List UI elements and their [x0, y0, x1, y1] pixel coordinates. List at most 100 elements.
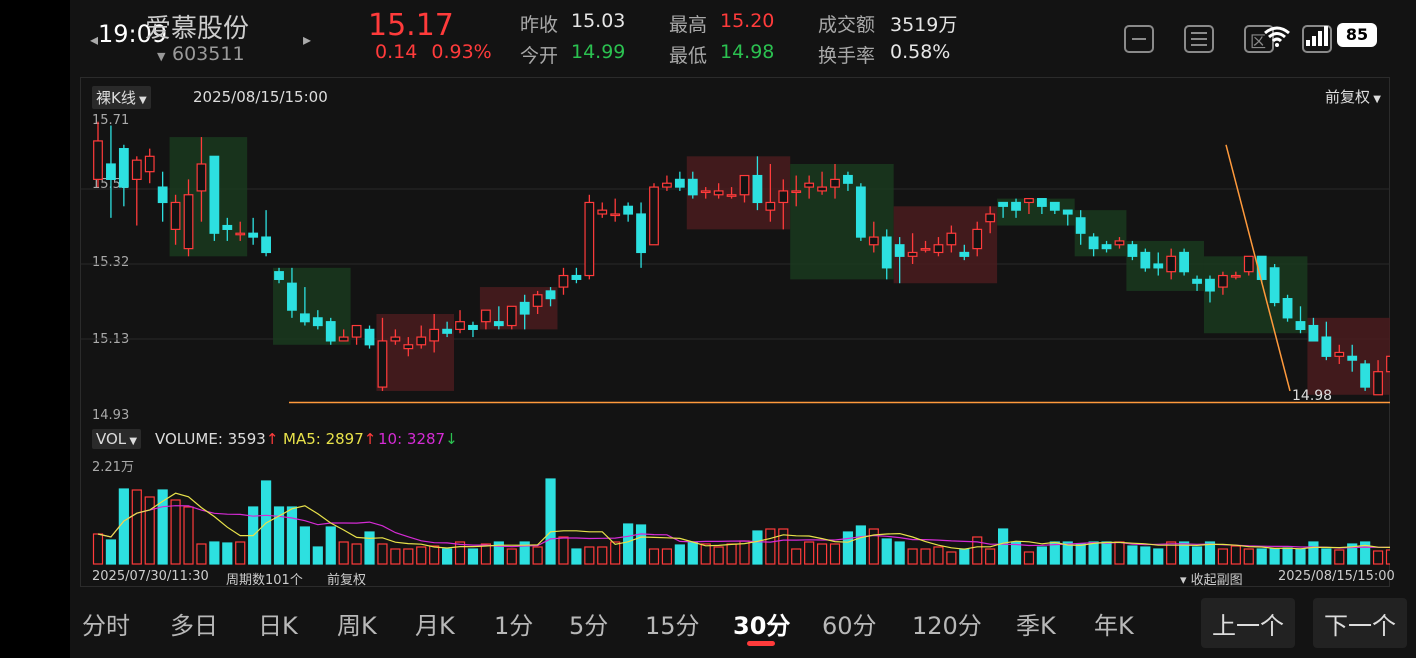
layout-icon[interactable]: [1184, 25, 1214, 53]
tab-timeshare[interactable]: 分时: [82, 612, 130, 640]
kline-chart[interactable]: [80, 108, 1390, 430]
volume-bar: [364, 531, 375, 565]
candle: [183, 179, 194, 257]
volume-bar: [700, 543, 711, 565]
price-axis-label: 15.32: [92, 255, 130, 270]
volume-bar: [1179, 541, 1190, 565]
volume-bar: [1010, 541, 1022, 565]
kline-type-selector[interactable]: 裸K线 ▼: [92, 86, 151, 109]
prev-stock-arrow-icon[interactable]: ◂: [90, 30, 99, 49]
volume-bar: [170, 499, 181, 565]
collapse-subchart-button[interactable]: ▾ 收起副图: [1180, 569, 1243, 588]
tab-5min[interactable]: 5分: [569, 612, 609, 640]
indicator-selector[interactable]: VOL ▼: [92, 429, 142, 449]
volume-bar: [1372, 550, 1384, 565]
volume-bar: [1243, 548, 1254, 565]
candle: [493, 306, 504, 330]
candle: [312, 310, 323, 330]
tab-30min[interactable]: 30分: [733, 612, 791, 640]
volume-value: VOLUME: 3593↑: [155, 430, 278, 448]
tab-15min[interactable]: 15分: [645, 612, 700, 640]
volume-bar: [726, 543, 737, 565]
price-axis-label: 14.93: [92, 408, 130, 423]
volume-bar: [1088, 541, 1099, 565]
region-icon[interactable]: 区: [1244, 25, 1274, 53]
candle: [455, 310, 465, 334]
candle: [325, 317, 336, 345]
candle: [1153, 252, 1164, 276]
volume-bar: [1101, 541, 1112, 565]
candle: [481, 309, 491, 330]
volume-bar: [532, 546, 543, 565]
ma10-line: [97, 505, 1390, 549]
candle: [817, 171, 827, 195]
candle: [1243, 255, 1254, 276]
candle: [338, 329, 349, 342]
next-stock-arrow-icon[interactable]: ▸: [303, 30, 312, 49]
tab-weekly[interactable]: 周K: [337, 612, 377, 640]
candle: [131, 156, 142, 226]
volume-bar: [351, 543, 362, 565]
volume-bar: [1204, 541, 1216, 565]
caret-down-icon: ▼: [135, 95, 147, 106]
tab-multi-day[interactable]: 多日: [170, 612, 218, 640]
tab-monthly[interactable]: 月K: [415, 612, 455, 640]
candle: [1218, 271, 1228, 295]
volume-bar: [804, 541, 815, 565]
volume-bar: [661, 548, 673, 565]
candle: [1179, 248, 1190, 276]
price-axis-label: 15.71: [92, 113, 130, 128]
volume-bar: [183, 506, 194, 565]
stock-code: 603511: [172, 43, 245, 65]
signal-icon: [1306, 26, 1328, 46]
active-tab-indicator: [747, 641, 775, 646]
tab-yearly[interactable]: 年K: [1094, 612, 1134, 640]
candle: [1205, 275, 1215, 303]
candle: [674, 171, 685, 191]
trend-line: [1225, 144, 1291, 392]
tab-60min[interactable]: 60分: [822, 612, 877, 640]
adjust-selector[interactable]: 前复权 ▼: [1325, 86, 1381, 107]
tab-daily[interactable]: 日K: [258, 612, 298, 640]
candle: [299, 287, 310, 326]
volume-bar: [1308, 541, 1319, 565]
prev-button[interactable]: 上一个: [1201, 598, 1295, 648]
next-button[interactable]: 下一个: [1313, 598, 1407, 648]
candle: [442, 321, 453, 338]
candle: [1036, 198, 1047, 214]
open-value: 14.99: [571, 41, 626, 63]
candle: [106, 125, 116, 218]
dropdown-icon[interactable]: ▼: [157, 50, 166, 63]
candle: [377, 317, 388, 391]
ma10-text: 10: 3287: [378, 430, 446, 448]
turnover-label: 成交额: [818, 14, 876, 36]
minimize-icon[interactable]: [1124, 25, 1154, 53]
volume-chart[interactable]: [80, 452, 1390, 566]
chart-mode-icon[interactable]: [1302, 25, 1332, 53]
volume-bar: [196, 543, 207, 565]
candle: [610, 198, 621, 222]
current-price: 15.17: [368, 8, 454, 43]
volume-bar: [829, 543, 841, 565]
candle: [1024, 198, 1034, 214]
candle: [390, 329, 401, 345]
volume-bar: [480, 543, 491, 565]
volume-bar: [842, 531, 854, 565]
volume-bar: [1191, 546, 1203, 565]
stock-name[interactable]: 爱慕股份: [145, 14, 250, 44]
battery-icon: 85: [1337, 23, 1377, 47]
volume-bar: [894, 541, 905, 565]
volume-bar: [623, 523, 634, 565]
candle: [558, 267, 569, 295]
trend-zone: [169, 137, 248, 257]
volume-bar: [467, 548, 479, 565]
tab-120min[interactable]: 120分: [912, 612, 982, 640]
trend-zone: [790, 164, 894, 280]
volume-bar: [235, 541, 246, 565]
candle: [429, 314, 440, 353]
tab-1min[interactable]: 1分: [494, 612, 534, 640]
volume-bar: [1036, 546, 1047, 565]
tab-quarterly[interactable]: 季K: [1016, 612, 1056, 640]
candle: [506, 305, 517, 330]
volume-bar: [985, 548, 996, 565]
